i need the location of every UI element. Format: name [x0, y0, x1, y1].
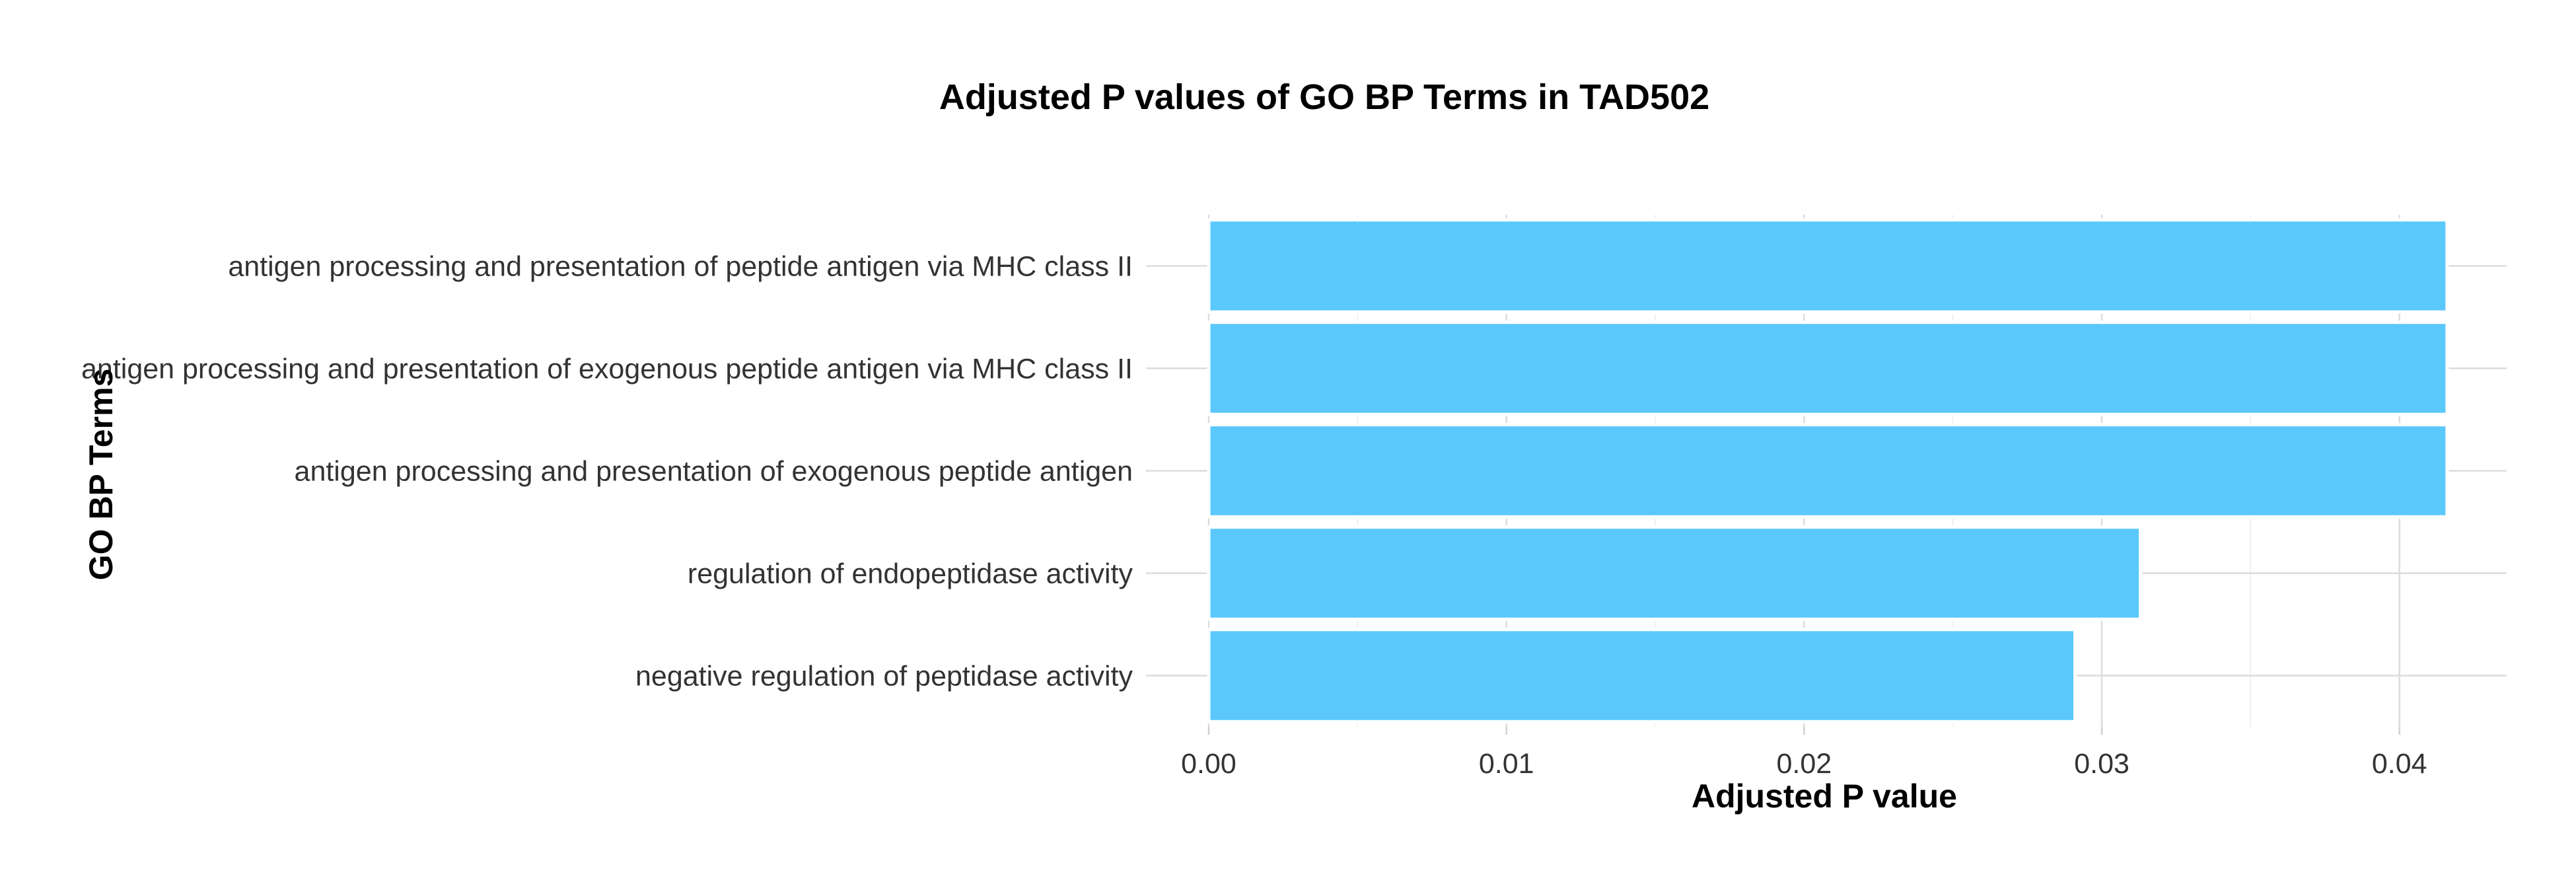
x-tick-label: 0.02 — [1777, 748, 1832, 780]
bars-layer — [1207, 218, 2449, 724]
category-label: antigen processing and presentation of p… — [228, 251, 1133, 283]
x-tick-label: 0.03 — [2074, 748, 2129, 780]
x-tick-label: 0.01 — [1479, 748, 1534, 780]
chart-title: Adjusted P values of GO BP Terms in TAD5… — [939, 77, 1709, 117]
x-axis-title: Adjusted P value — [1692, 778, 1957, 815]
bar — [1207, 525, 2143, 621]
category-label: regulation of endopeptidase activity — [688, 558, 1133, 590]
bar — [1207, 423, 2449, 519]
x-tick-label: 0.04 — [2372, 748, 2427, 780]
bar — [1207, 320, 2449, 416]
category-label: negative regulation of peptidase activit… — [635, 661, 1133, 692]
x-tick-label: 0.00 — [1181, 748, 1236, 780]
bar — [1207, 218, 2449, 314]
y-axis-title: GO BP Terms — [83, 369, 120, 580]
category-label: antigen processing and presentation of e… — [295, 456, 1133, 488]
category-labels: antigen processing and presentation of p… — [81, 251, 1133, 692]
bar — [1207, 628, 2077, 724]
ticks-layer: 0.00 0.01 0.02 0.03 0.04 — [1181, 727, 2427, 780]
category-label: antigen processing and presentation of e… — [81, 353, 1133, 385]
